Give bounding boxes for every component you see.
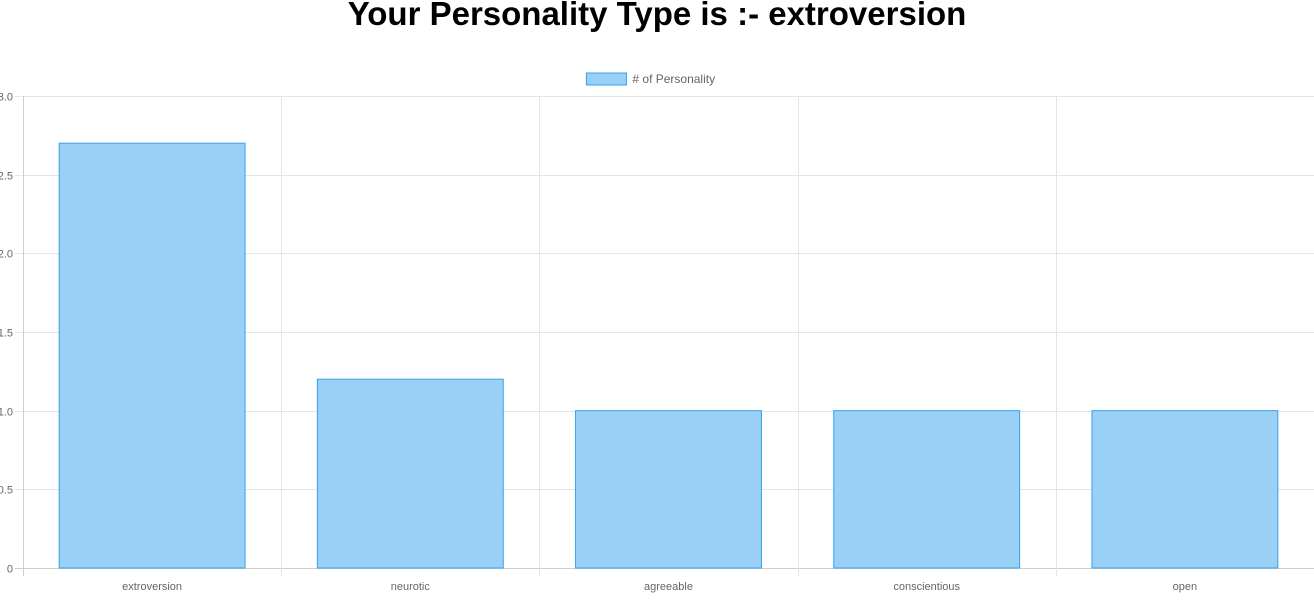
legend-label[interactable]: # of Personality <box>632 72 715 86</box>
y-tick-label: 2.0 <box>0 249 13 261</box>
chart-bars <box>58 142 1279 569</box>
y-tick-label: 0.5 <box>0 485 13 497</box>
bar-agreeable[interactable] <box>575 410 762 569</box>
y-tick-label: 2.5 <box>0 171 13 183</box>
page-title: Your Personality Type is :- extroversion <box>347 0 967 32</box>
y-tick-label: 3.0 <box>0 92 13 104</box>
y-tick-label: 1.0 <box>0 407 13 419</box>
y-tick-label: 0 <box>7 564 13 576</box>
chart-axes: 0 0.5 1.0 1.5 2.0 2.5 3.0 extroversion neurotic a… <box>0 92 1197 594</box>
legend-swatch[interactable] <box>585 72 627 86</box>
x-tick-label: conscientious <box>893 581 960 593</box>
y-tick-label: 1.5 <box>0 328 13 340</box>
chart-legend: # of Personality <box>585 72 715 86</box>
bar-open[interactable] <box>1091 410 1279 569</box>
x-tick-label: open <box>1173 581 1197 593</box>
bar-neurotic[interactable] <box>316 378 504 569</box>
x-tick-label: agreeable <box>644 581 693 593</box>
x-tick-label: neurotic <box>391 581 431 593</box>
bar-conscientious[interactable] <box>833 410 1021 569</box>
bar-extroversion[interactable] <box>58 142 246 569</box>
x-tick-label: extroversion <box>122 581 182 593</box>
